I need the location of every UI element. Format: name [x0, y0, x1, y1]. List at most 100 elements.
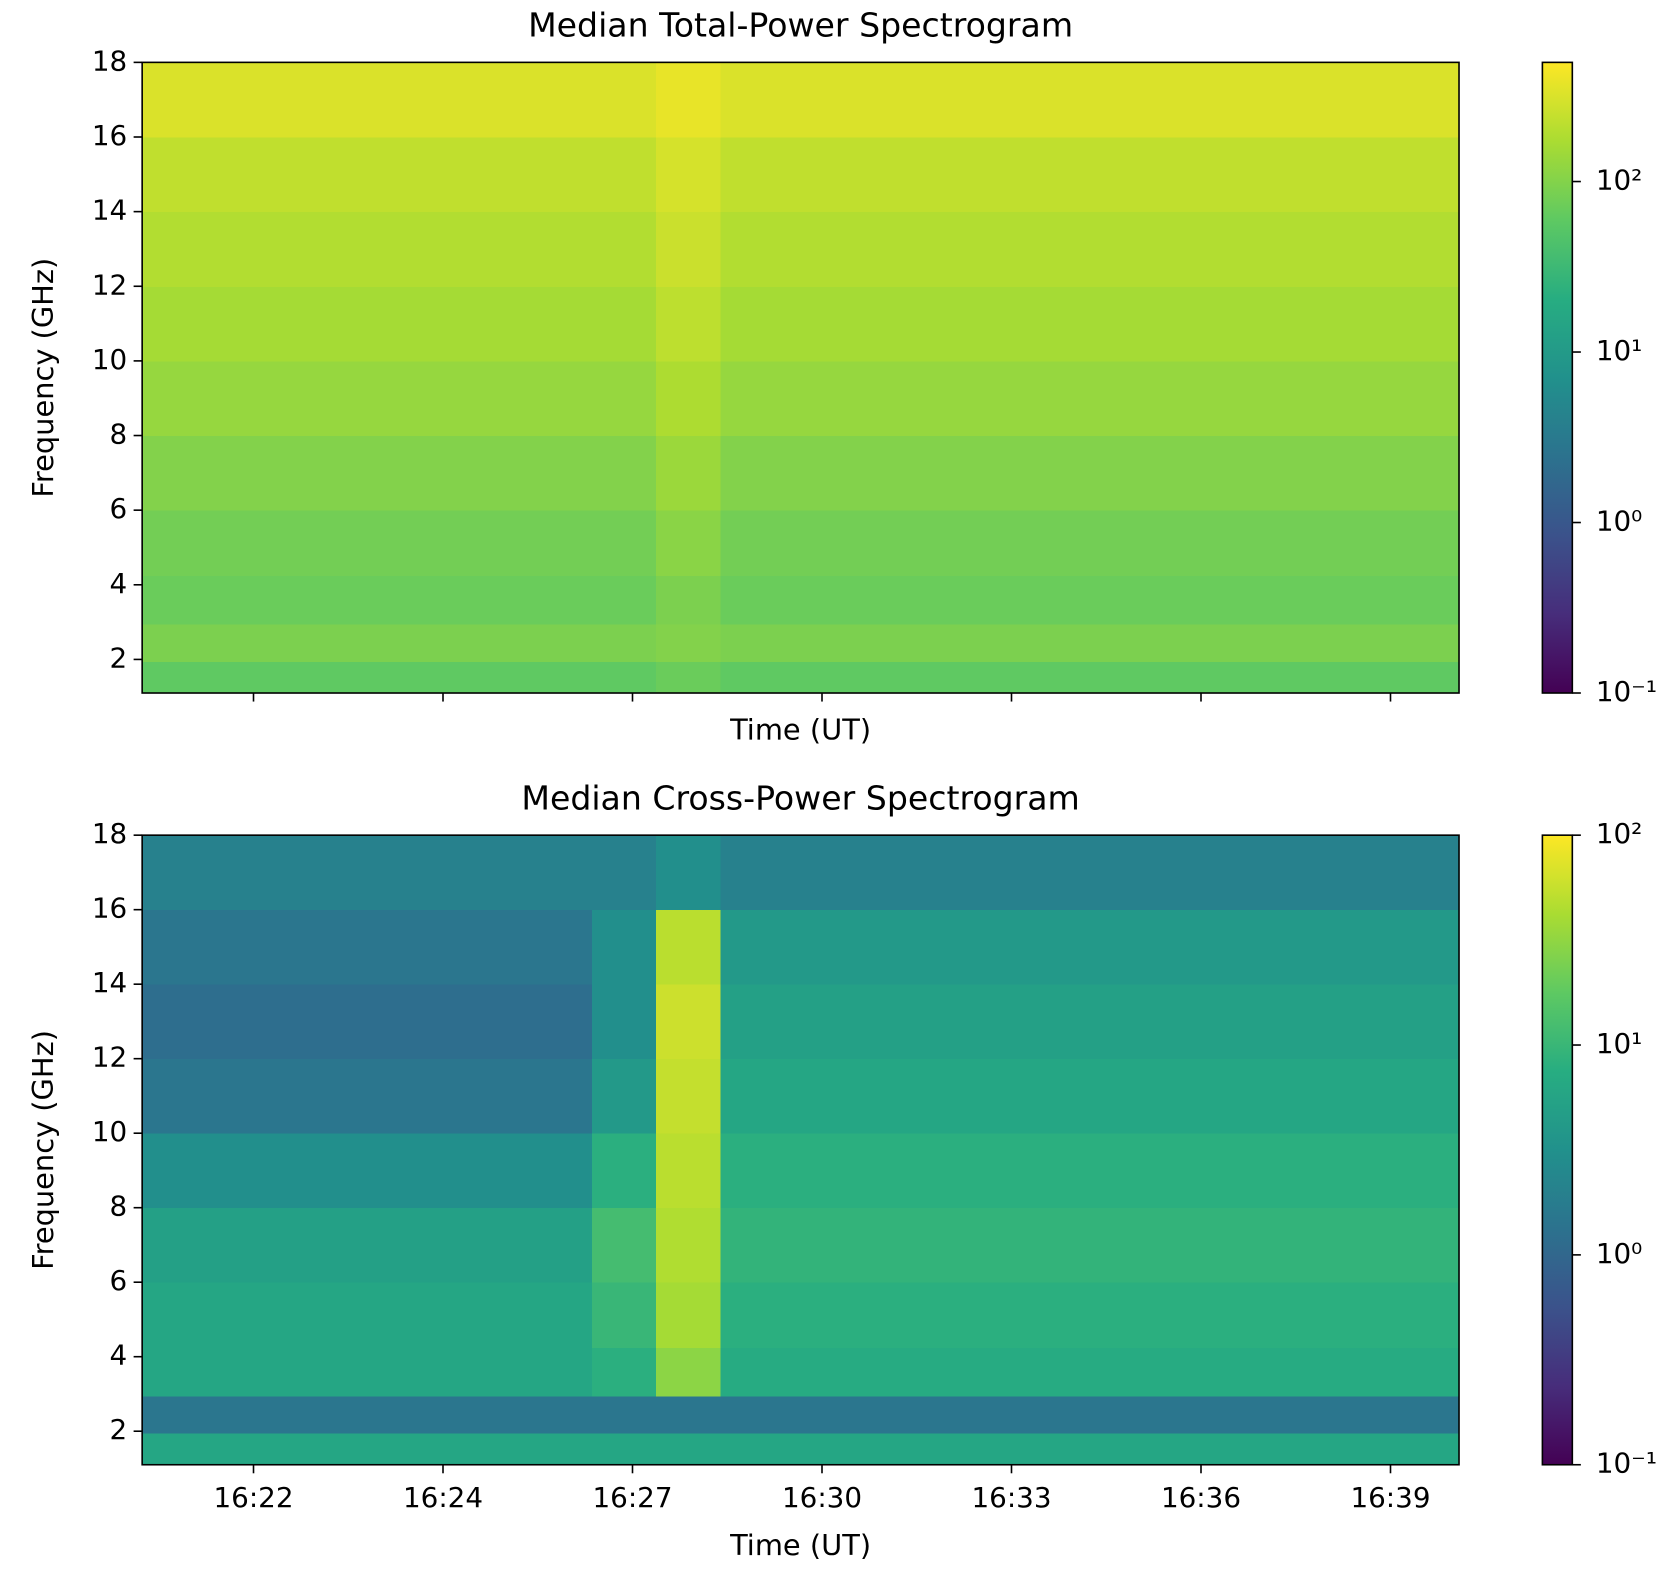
heatmap-cell — [1169, 211, 1235, 287]
heatmap-cell — [656, 435, 721, 511]
heatmap-cell — [206, 1058, 272, 1134]
y-tick-label: 10 — [92, 1115, 127, 1148]
heatmap-cell — [1105, 575, 1171, 625]
heatmap-cell — [848, 435, 914, 511]
heatmap-cell — [1169, 286, 1235, 362]
heatmap-cell — [977, 1133, 1043, 1209]
heatmap-cell — [656, 1433, 721, 1466]
heatmap-cell — [527, 62, 593, 138]
heatmap-cell — [399, 909, 464, 985]
heatmap-cell — [334, 286, 400, 362]
heatmap-cell — [334, 360, 400, 437]
heatmap-cell — [784, 984, 850, 1060]
heatmap-cell — [1298, 1058, 1364, 1134]
heatmap-cell — [1169, 360, 1235, 437]
heatmap-cell — [334, 1207, 400, 1283]
heatmap-cell — [334, 661, 400, 694]
heatmap-cell — [1105, 286, 1171, 362]
heatmap-cell — [1105, 62, 1171, 138]
heatmap-cell — [270, 1347, 336, 1397]
chart-title: Median Cross-Power Spectrogram — [521, 778, 1079, 817]
heatmap-cell — [848, 623, 914, 662]
heatmap-cell — [656, 1058, 721, 1134]
heatmap-cell — [913, 575, 978, 625]
heatmap-cell — [977, 286, 1043, 362]
y-axis-label: Frequency (GHz) — [26, 258, 60, 498]
heatmap-cell — [656, 1395, 721, 1434]
colorbar-tick-label: 10⁰ — [1596, 1237, 1642, 1270]
chart-title: Median Total-Power Spectrogram — [528, 6, 1073, 45]
heatmap-cell — [1041, 835, 1107, 911]
heatmap-cell — [334, 1347, 400, 1397]
heatmap-cell — [591, 984, 657, 1060]
heatmap-cell — [206, 211, 272, 287]
heatmap-cell — [270, 360, 336, 437]
heatmap-cell — [142, 62, 207, 138]
heatmap-cell — [463, 1133, 529, 1209]
heatmap-cell — [720, 1433, 786, 1466]
heatmap-cell — [334, 1058, 400, 1134]
heatmap-cell — [591, 62, 657, 138]
heatmap-cell — [142, 835, 207, 911]
heatmap-cell — [527, 1282, 593, 1348]
heatmap-cell — [591, 661, 657, 694]
heatmap-cell — [1169, 1282, 1235, 1348]
heatmap-cell — [977, 1058, 1043, 1134]
heatmap-cell — [1105, 435, 1171, 511]
heatmap-cell — [1362, 211, 1460, 287]
colorbar-tick-label: 10⁰ — [1596, 505, 1642, 538]
axes-frame — [141, 834, 1460, 1466]
x-tick-label: 16:39 — [1350, 1481, 1430, 1514]
heatmap-cell — [977, 661, 1043, 694]
heatmap-cell — [1234, 1347, 1299, 1397]
heatmap-cell — [1298, 510, 1364, 576]
heatmap-cell — [1169, 1133, 1235, 1209]
heatmap-cell — [1169, 137, 1235, 213]
heatmap-cell — [1234, 286, 1299, 362]
heatmap-cell — [591, 286, 657, 362]
heatmap-cell — [527, 1433, 593, 1466]
heatmap-cell — [1298, 1433, 1364, 1466]
heatmap-cell — [591, 1347, 657, 1397]
heatmap-cell — [591, 1395, 657, 1434]
y-tick-label: 12 — [92, 1041, 127, 1074]
heatmap-cell — [1169, 575, 1235, 625]
x-tick-label: 16:22 — [213, 1481, 293, 1514]
heatmap-cell — [591, 510, 657, 576]
heatmap-cell — [399, 1133, 464, 1209]
heatmap-cell — [1105, 1433, 1171, 1466]
heatmap-cell — [784, 62, 850, 138]
heatmap-cell — [206, 360, 272, 437]
heatmap-cell — [1298, 1207, 1364, 1283]
heatmap-cell — [1234, 623, 1299, 662]
heatmap-cell — [1362, 62, 1460, 138]
heatmap-cell — [1169, 835, 1235, 911]
heatmap-cell — [399, 661, 464, 694]
y-tick-label: 8 — [110, 1190, 128, 1223]
heatmap-cell — [720, 984, 786, 1060]
heatmap-cell — [334, 435, 400, 511]
heatmap-cell — [142, 661, 207, 694]
heatmap-cell — [977, 575, 1043, 625]
heatmap-cell — [977, 1395, 1043, 1434]
heatmap-cell — [334, 1133, 400, 1209]
heatmap-cell — [1234, 835, 1299, 911]
heatmap-cell — [591, 435, 657, 511]
heatmap-cell — [913, 510, 978, 576]
heatmap-cell — [1362, 835, 1460, 911]
heatmap-cell — [720, 360, 786, 437]
heatmap-cell — [142, 1395, 207, 1434]
heatmap-cell — [1041, 909, 1107, 985]
heatmap-cell — [848, 137, 914, 213]
heatmap-cell — [527, 984, 593, 1060]
heatmap-cell — [720, 1207, 786, 1283]
heatmap-cell — [720, 1133, 786, 1209]
heatmap-cell — [206, 1207, 272, 1283]
heatmap-cell — [527, 211, 593, 287]
heatmap-cell — [270, 575, 336, 625]
heatmap-cell — [784, 661, 850, 694]
x-tick-label: 16:36 — [1161, 1481, 1241, 1514]
heatmap-cell — [591, 360, 657, 437]
heatmap-cell — [527, 835, 593, 911]
